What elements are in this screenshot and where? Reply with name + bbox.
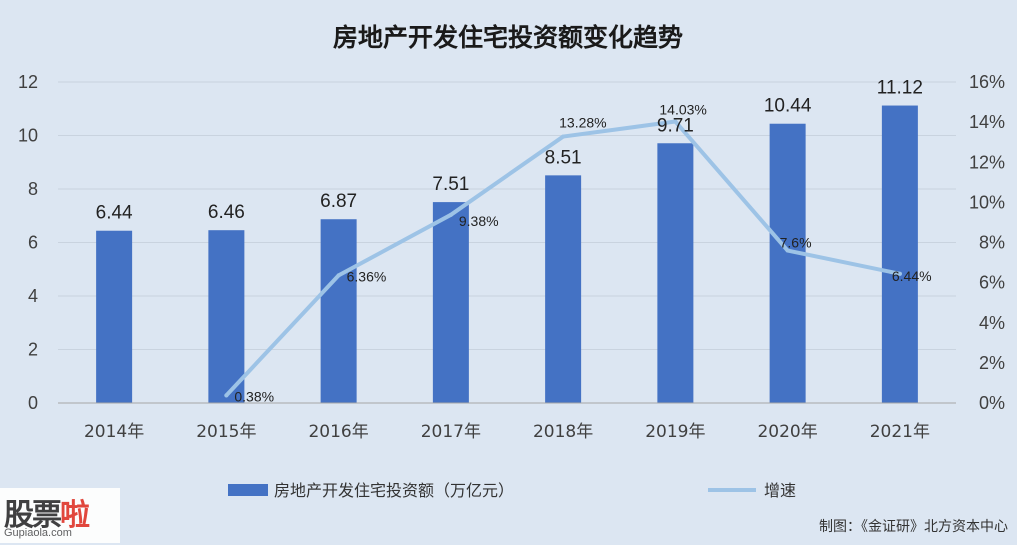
y-left-tick-label: 0 (28, 393, 38, 413)
growth-data-label: 13.28% (559, 115, 606, 131)
bar-data-label: 6.46 (208, 202, 245, 223)
watermark-url: Gupiaola.com (4, 527, 72, 539)
growth-point (561, 134, 566, 139)
y-right-tick-label: 4% (979, 313, 1005, 333)
bar-series (96, 105, 918, 403)
growth-data-label: 7.6% (780, 235, 812, 251)
bar-data-label: 6.44 (96, 203, 133, 224)
growth-point (897, 271, 902, 276)
bar (432, 202, 469, 403)
watermark-name: 股票啦 (4, 490, 90, 534)
x-tick-label: 2016年 (308, 422, 368, 442)
x-tick-label: 2014年 (84, 422, 144, 442)
growth-point (448, 212, 453, 217)
y-right-tick-label: 8% (979, 233, 1005, 253)
y-right-tick-label: 2% (979, 353, 1005, 373)
watermark-logo: 股票啦 Gupiaola.com (0, 488, 120, 543)
bar-data-label: 10.44 (764, 96, 812, 117)
data-labels: 6.44 6.46 6.87 7.51 8.51 9.71 10.44 11.12 0.38% 6… (96, 78, 932, 405)
bar-data-label: 9.71 (657, 115, 694, 136)
legend-bar-label: 房地产开发住宅投资额（万亿元） (274, 481, 514, 500)
bar-data-label: 8.51 (545, 147, 582, 168)
growth-data-label: 6.44% (892, 268, 932, 284)
watermark-name-red: 啦 (60, 498, 90, 533)
x-tick-label: 2021年 (870, 422, 930, 442)
bar (208, 230, 245, 403)
y-left-tick-label: 2 (28, 340, 38, 360)
axes: 0 2 4 6 8 10 12 0% 2% 4% 6% 8% 10% 12% 14% 16% 2014年 2015… (18, 72, 1005, 442)
x-tick-label: 2015年 (196, 422, 256, 442)
bar (881, 105, 918, 403)
y-right-tick-label: 10% (969, 192, 1005, 212)
chart-credit: 制图：《金证研》北方资本中心 (819, 519, 1008, 535)
y-right-tick-label: 12% (969, 152, 1005, 172)
y-right-tick-label: 16% (969, 72, 1005, 92)
growth-data-label: 14.03% (659, 102, 706, 118)
bar-data-label: 11.12 (877, 78, 923, 99)
chart-title: 房地产开发住宅投资额变化趋势 (333, 23, 683, 52)
line-series (224, 119, 902, 398)
bar-data-label: 7.51 (432, 174, 469, 195)
watermark-name-black: 股票 (4, 498, 62, 533)
x-tick-label: 2017年 (421, 422, 481, 442)
bar (96, 230, 133, 403)
bar (657, 143, 694, 403)
y-left-tick-label: 6 (28, 233, 38, 253)
y-right-tick-label: 6% (979, 273, 1005, 293)
growth-point (336, 273, 341, 278)
bar (320, 219, 357, 403)
y-right-tick-label: 14% (969, 112, 1005, 132)
bar (545, 175, 582, 403)
growth-point (785, 248, 790, 253)
y-right-tick-label: 0% (979, 393, 1005, 413)
growth-data-label: 9.38% (459, 213, 499, 229)
gridlines (58, 81, 956, 350)
bar-data-label: 6.87 (320, 191, 357, 212)
x-tick-label: 2020年 (757, 422, 817, 442)
x-tick-label: 2018年 (533, 422, 593, 442)
legend-line-label: 增速 (764, 481, 796, 500)
y-left-tick-label: 8 (28, 179, 38, 199)
legend-bar-swatch (228, 484, 268, 496)
bar (769, 123, 806, 403)
legend: 房地产开发住宅投资额（万亿元） 增速 (228, 481, 796, 500)
x-tick-label: 2019年 (645, 422, 705, 442)
growth-point (673, 119, 678, 124)
y-left-tick-label: 10 (18, 126, 38, 146)
growth-point (224, 393, 229, 398)
y-left-tick-label: 4 (28, 286, 38, 306)
growth-data-label: 0.38% (234, 388, 274, 404)
y-left-tick-label: 12 (18, 72, 38, 92)
growth-data-label: 6.36% (347, 268, 387, 284)
